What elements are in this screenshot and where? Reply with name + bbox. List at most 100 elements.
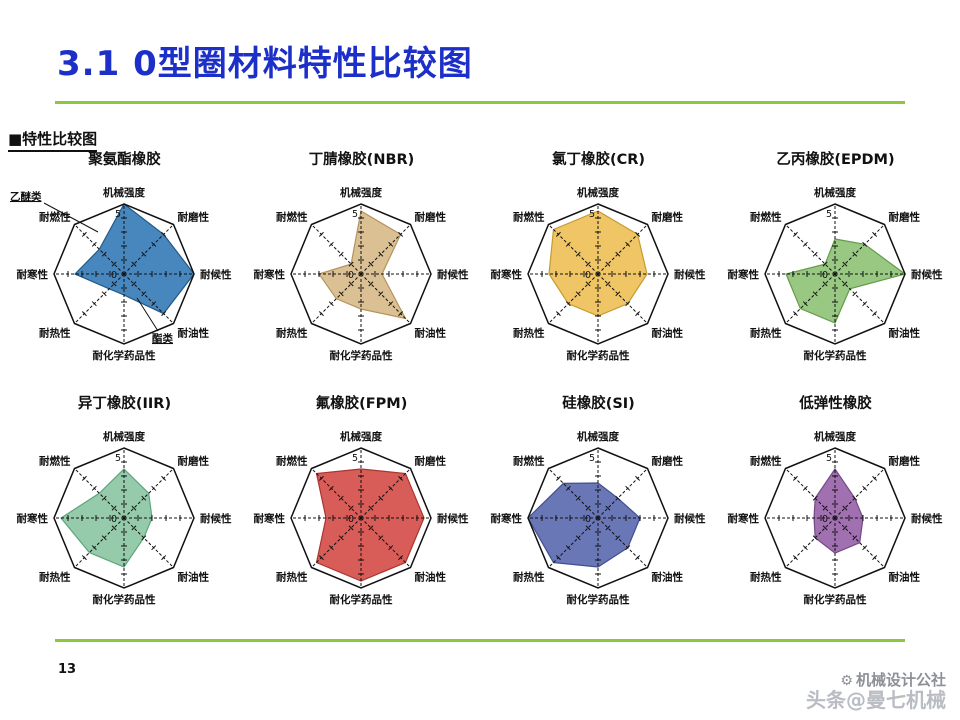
axis-label: 耐热性 — [276, 327, 308, 340]
axis-label: 耐寒性 — [254, 512, 286, 525]
chart-cell-si: 硅橡胶(SI) 机械强度 耐磨性 耐候性 耐油性 耐化学药品性 耐热性 耐寒性 耐燃性 5 0 — [480, 394, 717, 610]
axis-label: 耐油性 — [652, 327, 684, 340]
axis-label: 耐化学药品性 — [567, 349, 630, 362]
page-title: 3.1 0型圈材料特性比较图 — [57, 44, 473, 84]
axis-label: 机械强度 — [103, 186, 145, 199]
chart-title: 氟橡胶(FPM) — [315, 396, 408, 412]
axis-label: 耐磨性 — [652, 211, 684, 224]
chart-title: 硅橡胶(SI) — [562, 396, 635, 412]
annotation-ether: 乙醚类 — [10, 190, 42, 203]
chart-title: 氯丁橡胶(CR) — [551, 152, 646, 168]
scale-min-label: 0 — [111, 514, 117, 525]
axis-label: 耐油性 — [889, 327, 921, 340]
watermark-brand: ⚙ 机械设计公社 — [806, 670, 946, 689]
axis-label: 耐油性 — [889, 571, 921, 584]
scale-min-label: 0 — [348, 514, 354, 525]
axis-label: 机械强度 — [814, 430, 856, 443]
axis-label: 机械强度 — [577, 430, 619, 443]
scale-max-label: 5 — [589, 209, 595, 220]
axis-label: 耐候性 — [911, 512, 943, 525]
scale-min-label: 0 — [348, 270, 354, 281]
scale-max-label: 5 — [352, 453, 358, 464]
axis-label: 耐磨性 — [889, 211, 921, 224]
axis-label: 耐热性 — [750, 327, 782, 340]
axis-label: 耐热性 — [276, 571, 308, 584]
watermark-brand-text: 机械设计公社 — [855, 670, 946, 689]
scale-min-label: 0 — [822, 270, 828, 281]
scale-min-label: 0 — [822, 514, 828, 525]
axis-label: 耐化学药品性 — [93, 593, 156, 606]
scale-min-label: 0 — [111, 270, 117, 281]
chart-cell-nbr: 丁腈橡胶(NBR) 机械强度 耐磨性 耐候性 耐油性 耐化学药品性 耐热性 耐寒性 耐燃性 5 0 — [243, 150, 480, 366]
axis-label: 耐燃性 — [39, 455, 71, 468]
axis-label: 耐燃性 — [513, 455, 545, 468]
scale-max-label: 5 — [115, 453, 121, 464]
axis-label: 耐热性 — [513, 327, 545, 340]
axis-label: 机械强度 — [577, 186, 619, 199]
axis-label: 耐热性 — [39, 571, 71, 584]
scale-max-label: 5 — [589, 453, 595, 464]
axis-label: 耐燃性 — [39, 211, 71, 224]
axis-label: 耐燃性 — [750, 455, 782, 468]
axis-label: 耐候性 — [437, 268, 469, 281]
scale-max-label: 5 — [352, 209, 358, 220]
axis-label: 耐热性 — [750, 571, 782, 584]
chart-title: 乙丙橡胶(EPDM) — [776, 152, 895, 168]
bottom-rule — [55, 639, 905, 642]
axis-label: 机械强度 — [103, 430, 145, 443]
axis-label: 耐热性 — [39, 327, 71, 340]
axis-label: 耐寒性 — [254, 268, 286, 281]
axis-label: 耐化学药品性 — [330, 349, 393, 362]
axis-label: 耐油性 — [415, 571, 447, 584]
watermark-handle: 头条@曼七机械 — [806, 688, 946, 712]
axis-label: 耐候性 — [437, 512, 469, 525]
chart-cell-epdm: 乙丙橡胶(EPDM) 机械强度 耐磨性 耐候性 耐油性 耐化学药品性 耐热性 耐寒性 耐燃性 5… — [717, 150, 954, 366]
axis-label: 耐化学药品性 — [804, 349, 867, 362]
axis-label: 耐燃性 — [276, 211, 308, 224]
chart-title: 低弹性橡胶 — [799, 396, 872, 412]
axis-label: 耐磨性 — [889, 455, 921, 468]
axis-label: 耐油性 — [415, 327, 447, 340]
axis-label: 耐寒性 — [17, 268, 49, 281]
axis-label: 耐燃性 — [513, 211, 545, 224]
axis-label: 耐寒性 — [728, 268, 760, 281]
axis-label: 机械强度 — [340, 430, 382, 443]
title-underline — [55, 101, 905, 104]
section-label: ■特性比较图 — [8, 128, 98, 152]
scale-max-label: 5 — [826, 453, 832, 464]
axis-label: 耐磨性 — [178, 211, 210, 224]
scale-max-label: 5 — [115, 209, 121, 220]
axis-label: 耐化学药品性 — [804, 593, 867, 606]
chart-cell-low-elastic: 低弹性橡胶 机械强度 耐磨性 耐候性 耐油性 耐化学药品性 耐热性 耐寒性 耐燃性 5 0 — [717, 394, 954, 610]
axis-label: 耐候性 — [200, 268, 232, 281]
axis-label: 耐磨性 — [652, 455, 684, 468]
chart-cell-iir: 异丁橡胶(IIR) 机械强度 耐磨性 耐候性 耐油性 耐化学药品性 耐热性 耐寒性 耐燃性 5 0 — [6, 394, 243, 610]
axis-label: 耐油性 — [178, 327, 210, 340]
axis-label: 耐磨性 — [178, 455, 210, 468]
axis-label: 耐燃性 — [750, 211, 782, 224]
watermark: ⚙ 机械设计公社 头条@曼七机械 — [806, 670, 946, 712]
scale-min-label: 0 — [585, 270, 591, 281]
scale-max-label: 5 — [826, 209, 832, 220]
axis-label: 耐寒性 — [17, 512, 49, 525]
axis-label: 机械强度 — [340, 186, 382, 199]
axis-label: 耐寒性 — [491, 512, 523, 525]
axis-label: 耐化学药品性 — [93, 349, 156, 362]
axis-label: 耐候性 — [674, 512, 706, 525]
scale-min-label: 0 — [585, 514, 591, 525]
chart-grid: 聚氨酯橡胶 机械强度 耐磨性 耐候性 耐油性 耐化学药品性 耐热性 耐寒性 耐燃性 5 0 乙醚类酯… — [6, 150, 954, 610]
axis-label: 耐热性 — [513, 571, 545, 584]
axis-label: 耐磨性 — [415, 455, 447, 468]
axis-label: 耐化学药品性 — [567, 593, 630, 606]
chart-cell-cr: 氯丁橡胶(CR) 机械强度 耐磨性 耐候性 耐油性 耐化学药品性 耐热性 耐寒性 耐燃性 5 0 — [480, 150, 717, 366]
axis-label: 耐寒性 — [491, 268, 523, 281]
